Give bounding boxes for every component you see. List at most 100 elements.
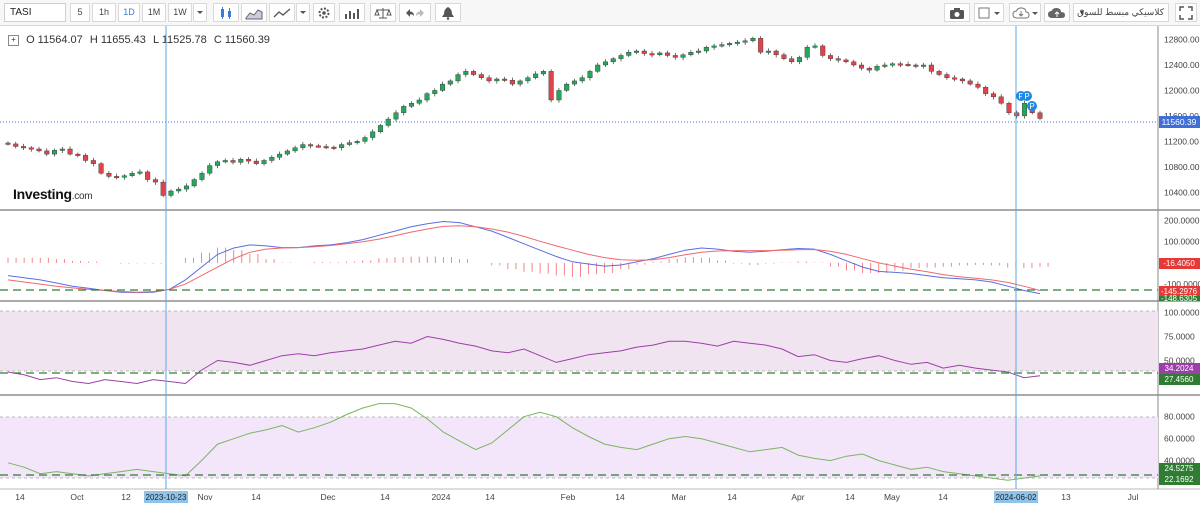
square-icon — [978, 7, 1000, 19]
price-candle — [215, 160, 221, 169]
price-candle — [525, 75, 531, 84]
line-chart-button[interactable] — [269, 3, 295, 22]
interval-1m-button[interactable]: 1M — [142, 3, 166, 22]
layout-select-value: كلاسيكي مبسط للسوق — [1077, 7, 1164, 17]
price-candle — [750, 36, 756, 43]
price-candle — [734, 39, 740, 46]
price-candle — [789, 56, 795, 64]
x-axis-label: Dec — [320, 492, 336, 502]
price-candle — [28, 146, 34, 152]
price-candle — [804, 45, 810, 61]
price-candle — [1014, 110, 1020, 119]
screenshot-button[interactable] — [944, 3, 970, 22]
stoch-tick-label: 80.0000 — [1164, 412, 1195, 422]
collapse-icon[interactable]: + — [8, 35, 19, 46]
price-candle — [618, 53, 624, 62]
price-candle — [952, 75, 958, 82]
price-candle — [540, 69, 546, 76]
price-tick-label: 12400.00 — [1164, 60, 1200, 70]
marker-2[interactable] — [1022, 91, 1032, 101]
stochastic-line — [7, 403, 1041, 481]
price-candle — [145, 170, 151, 182]
price-candle — [253, 158, 259, 166]
rsi-line — [7, 335, 1041, 385]
price-candle — [323, 143, 329, 150]
interval-5-button[interactable]: 5 — [70, 3, 90, 22]
fullscreen-button[interactable] — [1175, 3, 1197, 22]
interval-1h-button[interactable]: 1h — [92, 3, 116, 22]
cloud-save-button[interactable] — [1044, 3, 1070, 22]
interval-dropdown-button[interactable] — [193, 3, 207, 22]
compare-button[interactable] — [370, 3, 396, 22]
indicators-button[interactable] — [339, 3, 365, 22]
stoch-tick-label: 60.0000 — [1164, 434, 1195, 444]
price-candle — [463, 68, 469, 78]
price-tick-label: 12000.00 — [1164, 85, 1200, 95]
price-candle — [665, 50, 671, 58]
price-candle — [168, 189, 174, 198]
price-candle — [183, 183, 189, 192]
price-candle — [13, 141, 19, 149]
price-candle — [959, 77, 965, 84]
price-candle — [1006, 101, 1012, 115]
value-labels: 11560.39 -16.4050 -145.2976 -148.6305 34… — [1159, 116, 1200, 485]
price-candle — [246, 157, 252, 164]
price-candle — [579, 75, 585, 84]
price-candle — [502, 76, 508, 82]
price-candle — [300, 141, 306, 151]
price-candle — [424, 92, 430, 103]
color-picker-button[interactable] — [974, 3, 1004, 22]
x-axis-label: 12 — [121, 492, 131, 502]
price-candle — [137, 169, 143, 176]
settings-button[interactable] — [313, 3, 335, 22]
x-axis-label: 13 — [1061, 492, 1071, 502]
chevron-down-icon — [300, 11, 306, 14]
symbol-input[interactable]: TASI — [4, 3, 66, 22]
price-candle — [59, 146, 65, 154]
undo-redo-button[interactable] — [399, 3, 431, 22]
candles-type-button[interactable] — [213, 3, 239, 22]
interval-1w-button[interactable]: 1W — [168, 3, 192, 22]
marker-3[interactable] — [1027, 101, 1037, 111]
price-candle — [626, 49, 632, 58]
area-chart-button[interactable] — [241, 3, 267, 22]
price-candle — [796, 55, 802, 65]
cloud-load-button[interactable] — [1009, 3, 1041, 22]
price-candle — [711, 43, 717, 50]
cloud-download-icon — [1012, 7, 1038, 19]
price-candle — [944, 72, 950, 80]
chart-canvas[interactable]: 10400.00 10800.00 11200.00 11600.00 12000.00… — [0, 26, 1200, 507]
price-candle — [897, 61, 903, 68]
fullscreen-icon — [1179, 6, 1193, 20]
price-candle — [727, 41, 733, 47]
price-candle — [160, 179, 166, 198]
rsi-tick-label: 75.0000 — [1164, 332, 1195, 342]
ohlc-high: H 11655.43 — [89, 34, 146, 46]
price-candle — [866, 66, 872, 73]
price-candle — [990, 91, 996, 100]
price-candle — [471, 69, 477, 77]
price-candle — [820, 44, 826, 58]
chart-type-dropdown-button[interactable] — [296, 3, 310, 22]
ohlc-close: C 11560.39 — [213, 34, 270, 46]
event-markers[interactable]: P P P — [1016, 91, 1037, 111]
chart-toolbar: TASI 5 1h 1D 1M 1W ▼ كلاسيكي مبسط للسوق — [0, 0, 1200, 26]
price-candle — [672, 52, 678, 60]
price-candle — [765, 48, 771, 55]
alert-button[interactable] — [435, 3, 461, 22]
x-axis-label: May — [884, 492, 901, 502]
price-candle — [401, 104, 407, 116]
macd-tick-label: -100.0000 — [1164, 279, 1200, 289]
price-candle — [98, 162, 104, 175]
x-axis-label: Apr — [791, 492, 804, 502]
stoch-tick-label: 40.0000 — [1164, 456, 1195, 466]
crosshair-date-1: 2023-10-23 — [146, 493, 187, 502]
rsi-tick-label: 100.0000 — [1164, 308, 1200, 318]
interval-1d-button[interactable]: 1D — [118, 3, 140, 22]
layout-select[interactable]: ▼ كلاسيكي مبسط للسوق — [1073, 3, 1169, 22]
price-candle — [90, 157, 96, 167]
price-candle — [610, 57, 616, 65]
x-axis-label: 14 — [845, 492, 855, 502]
price-candle — [44, 148, 50, 157]
price-candle — [5, 141, 11, 146]
